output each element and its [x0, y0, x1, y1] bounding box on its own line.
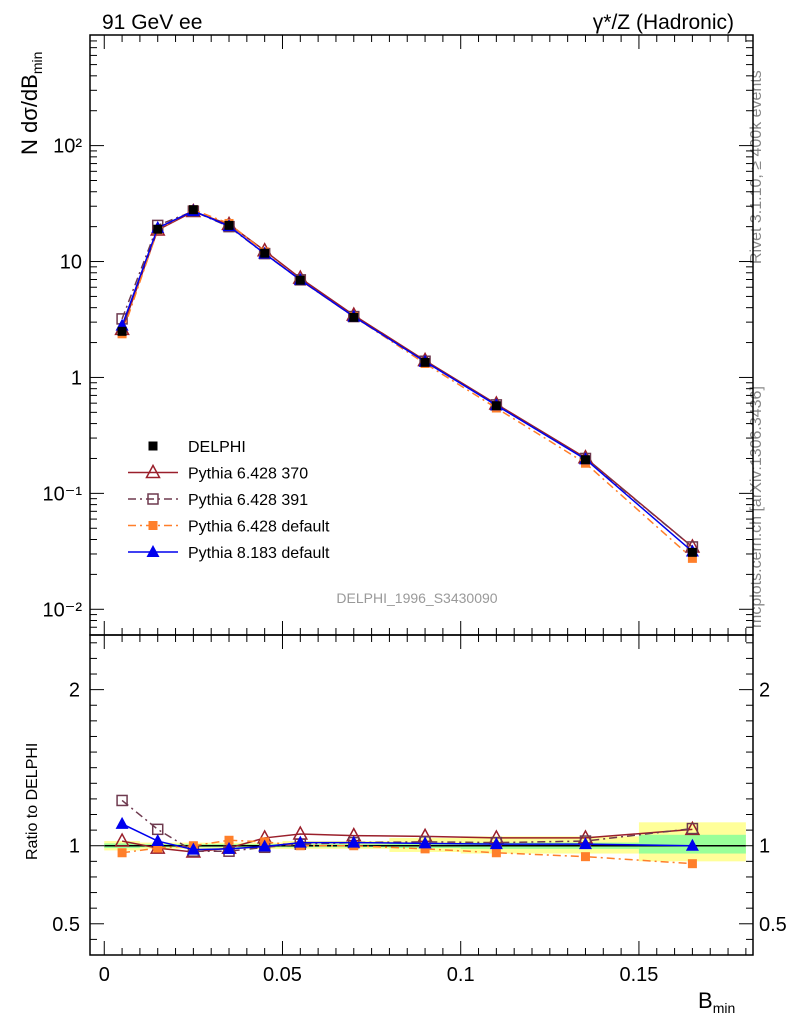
ratio-ytick-label: 2: [69, 680, 80, 702]
ratio-series-p8_default-point: [222, 841, 236, 854]
main-ytick-label: 10²: [53, 136, 82, 158]
ratio-series-p8_default-point: [258, 839, 272, 852]
ratio-ytick-label: 1: [69, 836, 80, 858]
ratio-series-p6_370-line: [121, 828, 693, 853]
main-ylabel-main: N dσ/dB: [17, 74, 42, 155]
main-series-data-point: [260, 248, 270, 258]
ratio-series-p8_default-point: [186, 842, 200, 855]
ratio-series-p6_default-point: [420, 844, 430, 854]
main-series-data-point: [349, 312, 359, 322]
legend-label-p6_370: Pythia 6.428 370: [188, 466, 308, 483]
rivet-version-label: Rivet 3.1.10, ≥ 400k events: [748, 70, 765, 264]
ratio-frame: [89, 634, 754, 956]
main-panel: 10⁻² 10⁻¹ 1 10 10²: [43, 34, 754, 636]
xlabel-sub: min: [713, 1000, 736, 1016]
ratio-series-p6_default-point: [153, 843, 163, 853]
ratio-series-p8_default-point: [418, 836, 432, 849]
ratio-series-p8_default-point: [115, 816, 129, 829]
ratio-series-p6_391-line: [121, 799, 693, 852]
main-series-p6_default-point: [687, 553, 697, 563]
ratio-series-p6_default-point: [224, 835, 234, 845]
main-series-data-point: [420, 357, 430, 367]
main-ytick-label: 10⁻¹: [43, 483, 83, 505]
ratio-series-p6_default-point: [580, 852, 590, 862]
main-ylabel: N dσ/dBmin: [17, 52, 45, 155]
ratio-ytick-label-right: 1: [759, 836, 770, 858]
legend-label-data: DELPHI: [188, 439, 246, 456]
main-series-data-point: [491, 401, 501, 411]
ratio-series-p6_391-point: [686, 822, 699, 835]
main-ytick-label: 1: [71, 367, 82, 389]
main-ytick-label: 10⁻²: [43, 599, 83, 621]
ratio-series-p6_391-point: [116, 794, 128, 807]
svg-text:Bmin: Bmin: [698, 988, 735, 1016]
legend-marker-p8_default: [146, 545, 160, 557]
ratio-ytick-label-right: 2: [759, 680, 770, 702]
main-series-data-point: [153, 224, 163, 234]
ratio-ytick-label: 0.5: [52, 914, 80, 936]
main-ytick-label: 10: [60, 252, 82, 274]
ratio-series-p6_370-point: [114, 832, 130, 847]
xlabel: Bmin: [698, 988, 735, 1016]
ratio-series-p6_default-point: [687, 859, 697, 869]
ratio-series-p8_default-point: [347, 835, 361, 848]
ratio-series-p6_default-point: [117, 848, 127, 858]
mcplots-label: mcplots.cern.ch [arXiv:1306.3436]: [748, 386, 765, 628]
xlabel-main: B: [698, 988, 713, 1013]
legend-marker-p6_default: [148, 521, 158, 530]
main-series-data-point: [224, 220, 234, 230]
legend-label-p6_391: Pythia 6.428 391: [188, 492, 308, 509]
ratio-series-p6_370-point: [684, 820, 701, 836]
analysis-id-label: DELPHI_1996_S3430090: [336, 590, 497, 606]
legend: DELPHI Pythia 6.428 370 Pythia 6.428 391 Py…: [128, 439, 330, 562]
ratio-series-p8_default-point: [578, 837, 592, 850]
ratio-series-p8_default-point: [489, 837, 503, 850]
ratio-xtick-label: 0.1: [447, 964, 475, 986]
ratio-series-p8_default-point: [151, 834, 165, 847]
ratio-ylabel: Ratio to DELPHI: [24, 743, 41, 860]
ratio-xtick-label: 0.05: [263, 964, 302, 986]
main-series-data-point: [188, 205, 198, 215]
main-series-data-point: [580, 455, 590, 465]
main-series-data-point: [117, 326, 127, 336]
legend-label-p6_default: Pythia 6.428 default: [188, 519, 330, 536]
legend-marker-data: [148, 441, 158, 451]
ratio-series-p6_default-point: [491, 848, 501, 858]
plot-title-left: 91 GeV ee: [102, 11, 202, 34]
main-ylabel-sub: min: [29, 52, 45, 75]
legend-label-p8_default: Pythia 8.183 default: [188, 545, 330, 562]
plot-title-right: γ*/Z (Hadronic): [593, 11, 734, 34]
main-series-data-point: [687, 547, 697, 557]
main-series-data-point: [295, 275, 305, 285]
ratio-ytick-label-right: 0.5: [759, 914, 786, 936]
legend-marker-p6_370: [145, 463, 161, 479]
svg-text:N dσ/dBmin: N dσ/dBmin: [17, 52, 45, 155]
ratio-series-p8_default-point: [293, 835, 307, 848]
ratio-xtick-label: 0: [99, 964, 110, 986]
ratio-xtick-label: 0.15: [619, 964, 658, 986]
legend-marker-p6_391: [147, 493, 159, 505]
ratio-panel: 0 0.05 0.1 0.15 0.5 0.5 1 1 2 2: [52, 634, 786, 986]
